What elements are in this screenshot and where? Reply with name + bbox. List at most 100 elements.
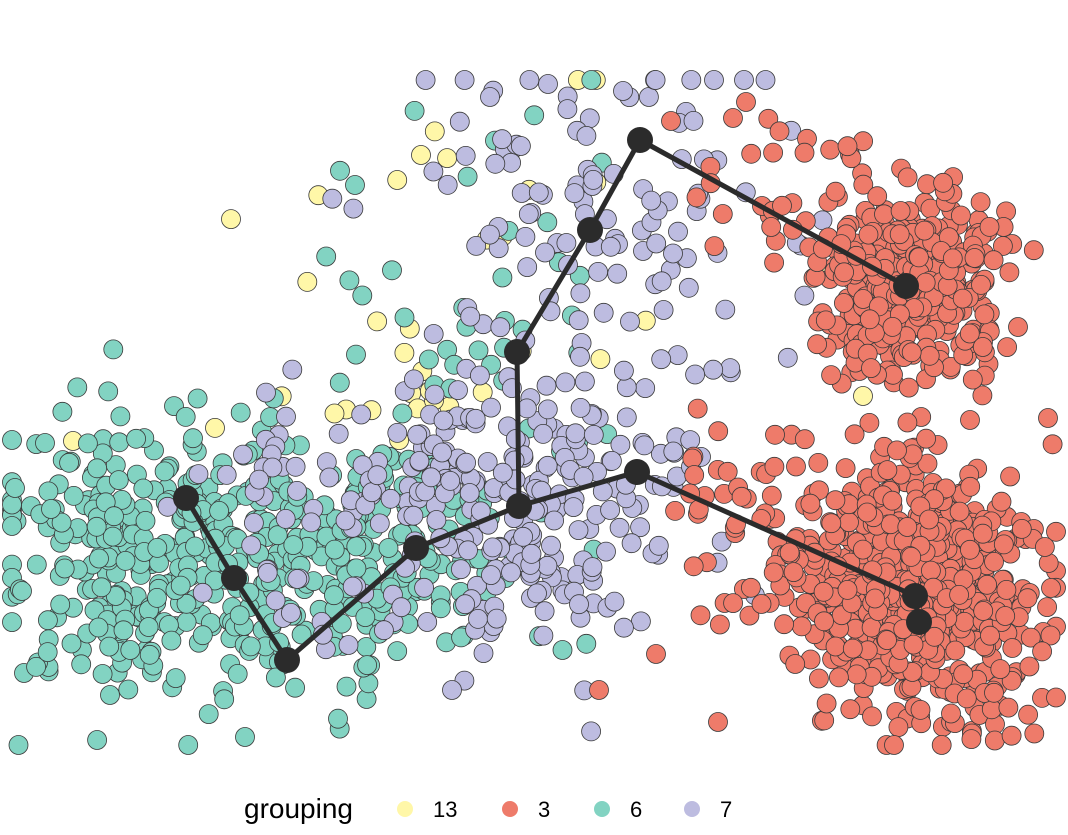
cell-point-group-3: [884, 735, 904, 755]
cell-point-group-7: [593, 302, 614, 323]
cell-point-group-6: [41, 499, 61, 519]
cell-point-group-7: [319, 467, 340, 488]
cell-point-group-7: [704, 70, 724, 90]
cell-point-group-3: [999, 262, 1020, 283]
cell-point-group-6: [357, 655, 378, 675]
cell-point-group-3: [914, 220, 935, 241]
cell-point-group-7: [538, 74, 558, 94]
cell-point-group-7: [720, 358, 741, 379]
cell-point-group-3: [910, 700, 931, 720]
cell-point-group-7: [454, 70, 475, 90]
cell-point-group-7: [518, 204, 539, 225]
cell-point-group-7: [480, 87, 500, 107]
cell-point-group-7: [544, 510, 564, 531]
trajectory-node: [902, 583, 928, 609]
cell-point-group-3: [861, 358, 881, 379]
legend-label: 3: [538, 797, 550, 822]
cell-point-group-3: [859, 412, 880, 433]
cell-point-group-7: [536, 375, 557, 396]
trajectory-edge: [231, 575, 290, 663]
cell-point-group-3: [723, 593, 743, 613]
cell-point-group-7: [241, 535, 262, 556]
cell-point-group-6: [99, 636, 120, 657]
cell-point-group-7: [285, 456, 306, 477]
cell-point-group-6: [86, 516, 107, 537]
cell-point-group-7: [812, 210, 833, 231]
cell-point-group-6: [102, 526, 123, 547]
cell-point-group-3: [751, 594, 772, 614]
trajectory-edge: [516, 469, 640, 509]
cell-point-group-3: [919, 345, 940, 366]
legend-swatch: [502, 801, 518, 817]
cell-point-group-3: [794, 142, 815, 163]
cell-point-group-7: [582, 557, 603, 577]
cell-point-group-6: [135, 511, 156, 531]
cell-point-group-7: [651, 271, 672, 292]
cell-point-group-6: [468, 340, 489, 361]
cell-point-group-7: [351, 404, 372, 425]
cell-point-group-3: [917, 453, 938, 474]
cell-point-group-13: [411, 145, 431, 165]
cell-point-group-7: [616, 407, 637, 428]
trajectory-nodes: [173, 127, 932, 673]
cell-point-group-3: [993, 534, 1014, 555]
cell-point-group-7: [715, 299, 736, 320]
cell-point-group-3: [931, 735, 952, 755]
cell-point-group-7: [600, 500, 620, 520]
cell-point-group-7: [734, 70, 754, 90]
cell-point-group-3: [915, 272, 936, 293]
cell-point-group-7: [570, 283, 591, 304]
cell-point-group-3: [961, 729, 982, 749]
cell-point-group-7: [409, 451, 430, 471]
cell-point-group-6: [345, 175, 365, 195]
cell-point-group-7: [602, 450, 622, 471]
trajectory-node: [906, 609, 932, 635]
cell-point-group-3: [763, 142, 783, 163]
cell-point-group-3: [834, 293, 854, 313]
cell-point-group-6: [105, 586, 126, 606]
cell-point-group-3: [712, 204, 733, 224]
cell-point-group-7: [639, 87, 659, 107]
cell-point-group-3: [821, 513, 842, 534]
cell-point-group-7: [473, 643, 494, 663]
cell-point-group-7: [541, 535, 561, 556]
cell-point-group-3: [665, 500, 685, 521]
cell-point-group-7: [596, 541, 616, 562]
cell-point-group-7: [604, 591, 625, 612]
cell-point-group-3: [741, 143, 762, 164]
trajectory-edge: [634, 469, 918, 599]
cell-point-group-3: [708, 421, 729, 442]
cell-point-group-3: [1000, 466, 1020, 487]
cell-point-group-3: [1041, 578, 1061, 598]
cell-point-group-3: [941, 703, 961, 724]
cell-point-group-6: [154, 461, 175, 482]
cell-point-group-3: [853, 174, 874, 195]
cell-point-group-3: [791, 616, 812, 637]
cell-point-group-3: [874, 204, 894, 225]
cell-point-group-7: [653, 300, 674, 320]
cell-point-group-7: [533, 423, 553, 444]
cell-point-group-7: [668, 221, 688, 242]
cell-point-group-13: [394, 342, 415, 363]
cell-point-group-3: [736, 92, 756, 112]
cell-point-group-7: [481, 565, 501, 585]
cell-point-group-3: [1024, 723, 1045, 744]
legend-entry: 7: [684, 797, 732, 822]
cell-point-group-7: [343, 198, 364, 219]
cell-point-group-6: [291, 624, 312, 645]
cell-point-group-6: [87, 730, 107, 750]
cell-point-group-7: [414, 577, 435, 598]
cell-point-group-13: [424, 121, 445, 142]
cell-point-group-7: [648, 535, 669, 556]
legend-entries: 13 3 6 7: [397, 797, 732, 822]
trajectory-node: [403, 535, 429, 561]
cell-point-group-3: [964, 248, 985, 268]
cell-point-group-3: [785, 654, 806, 674]
cell-point-group-7: [448, 380, 468, 401]
cell-point-group-6: [235, 727, 255, 747]
cell-point-group-7: [257, 563, 278, 583]
trajectory-edge: [183, 495, 237, 581]
cell-point-group-6: [98, 381, 119, 402]
cell-point-group-7: [634, 435, 655, 456]
cell-point-group-7: [469, 365, 490, 386]
